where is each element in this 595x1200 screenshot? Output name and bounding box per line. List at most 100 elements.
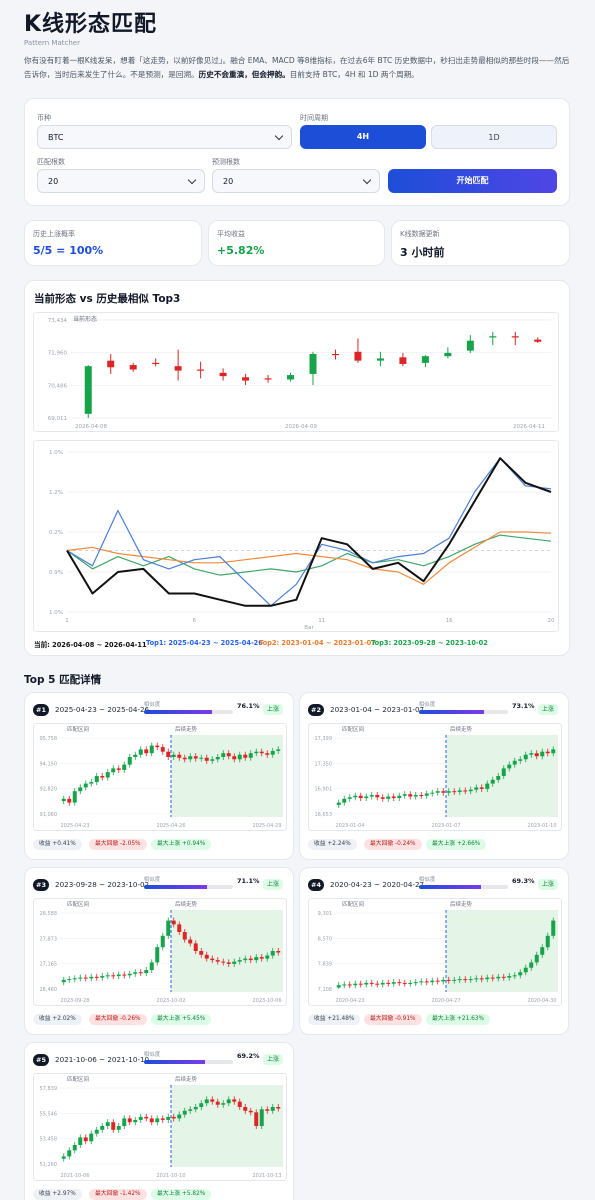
mini-candle-body [551, 749, 556, 754]
mini-candle-body [133, 972, 138, 974]
mini-candle-body [413, 982, 418, 984]
mini-ytick: 57,839 [40, 1086, 58, 1092]
mini-candle-body [518, 972, 523, 976]
mini-candle-body [188, 756, 193, 760]
candle-chart-title: 当前形态 [73, 315, 97, 323]
chevron-down-icon [187, 175, 197, 185]
rank-badge: #2 [308, 704, 324, 716]
mini-candle-body [215, 1101, 220, 1105]
symbol-select[interactable]: BTC [37, 125, 292, 149]
mini-candle-body [336, 985, 341, 988]
candle-body [466, 340, 474, 351]
period-label: 时间周期 [300, 114, 328, 122]
match-card[interactable]: #2 2023-01-04 ~ 2023-01-07 相似度 73.1% 上涨 … [299, 692, 569, 860]
predict-count-select[interactable]: 20 [212, 169, 380, 193]
mini-candle-body [358, 983, 363, 985]
mini-candle-body [545, 751, 550, 754]
mini-candle-body [149, 962, 154, 970]
legend-current: 当前: 2026-04-08 ~ 2026-04-11 [34, 641, 147, 649]
mini-candle-body [122, 974, 127, 976]
mini-candle-body [501, 976, 506, 978]
trend-badge: 上涨 [263, 879, 284, 890]
mini-candle-body [83, 783, 88, 788]
start-match-button[interactable]: 开始匹配 [388, 169, 557, 193]
mini-candle-body [116, 1126, 121, 1130]
mini-candle-body [138, 749, 143, 755]
similarity-bar [143, 885, 233, 889]
candle-body [107, 360, 115, 368]
period-4h-button[interactable]: 4H [300, 125, 426, 149]
mini-candle-body [545, 935, 550, 948]
mini-candle-body [369, 795, 374, 797]
intro-text: 你有没有盯着一根K线发呆，想着「这走势，以前好像见过」。融合 EMA、MACD … [24, 54, 576, 82]
mini-candle-body [468, 789, 473, 792]
match-card[interactable]: #3 2023-09-28 ~ 2023-10-02 相似度 71.1% 上涨 … [24, 867, 294, 1035]
mini-candle-body [364, 796, 369, 799]
mini-candle-body [199, 1103, 204, 1107]
mini-candle-body [138, 1116, 143, 1120]
mini-candle-body [512, 760, 517, 765]
drawdown-pill: 最大回撤 -0.24% [364, 839, 422, 850]
candle-frame [33, 312, 559, 432]
match-range: 2025-04-23 ~ 2025-04-26 [55, 705, 150, 714]
rank-badge: #3 [33, 879, 49, 891]
compare-title: 当前形态 vs 历史最相似 Top3 [34, 293, 181, 305]
mini-candle-body [210, 759, 215, 761]
mini-candle-body [452, 791, 457, 793]
mini-candle-body [479, 978, 484, 980]
mini-candle-body [375, 983, 380, 985]
mini-candle-body [259, 957, 264, 959]
follow-zone [171, 910, 283, 992]
similarity-bar-fill [418, 710, 484, 714]
similarity-bar [143, 1060, 233, 1064]
mini-xtick: 2021-10-06 [60, 1173, 89, 1179]
match-mini-chart: 匹配区间 后续走势95,75894,15092,82091,0602025-04-… [33, 723, 287, 831]
trend-badge: 上涨 [538, 879, 559, 890]
mini-candle-body [490, 977, 495, 979]
mini-candle-body [111, 1122, 116, 1130]
mini-candle-body [342, 798, 347, 803]
mini-candle-body [232, 756, 237, 760]
mini-candle-body [375, 795, 380, 798]
match-mini-chart: 匹配区间 后续走势17,39917,35016,90116,6532023-01-… [308, 723, 562, 831]
match-count-select[interactable]: 20 [37, 169, 205, 193]
mini-candle-body [215, 960, 220, 962]
mini-ytick: 92,820 [40, 787, 58, 793]
mini-candle-body [540, 751, 545, 757]
match-card[interactable]: #1 2025-04-23 ~ 2025-04-26 相似度 76.1% 上涨 … [24, 692, 294, 860]
mini-candle-body [94, 976, 99, 978]
mini-candle-body [100, 976, 105, 978]
series-line-2 [66, 531, 552, 585]
mini-candle-body [380, 797, 385, 799]
similarity-label: 相似度 [143, 877, 161, 883]
mini-candle-body [78, 787, 83, 792]
mini-candle-body [270, 1107, 275, 1111]
period-1d-button[interactable]: 1D [431, 125, 557, 149]
match-count-value: 20 [48, 177, 59, 186]
mini-candle-body [105, 1122, 110, 1126]
mini-candle-body [276, 749, 281, 751]
zone-follow-label: 后续走势 [450, 900, 473, 908]
mini-candle-body [105, 975, 110, 977]
line-xtick: 20 [548, 618, 555, 624]
follow-zone [446, 910, 558, 992]
return-pill: 收益 +0.41% [33, 839, 82, 850]
match-card[interactable]: #5 2021-10-06 ~ 2021-10-10 相似度 69.2% 上涨 … [24, 1042, 294, 1200]
mini-candle-body [402, 794, 407, 796]
mini-candle-body [496, 776, 501, 780]
mini-candle-body [144, 749, 149, 754]
stat-avg-value: +5.82% [217, 244, 265, 257]
mini-candle-body [463, 790, 468, 792]
chevron-down-icon [362, 175, 372, 185]
mini-candle-body [463, 979, 468, 981]
mini-candle-body [171, 920, 176, 925]
mini-candle-body [457, 979, 462, 981]
max-up-pill: 最大上涨 +2.66% [426, 839, 487, 850]
mini-candle-body [89, 782, 94, 784]
mini-candle-body [94, 776, 99, 783]
mini-candle-body [67, 798, 72, 803]
mini-candle-body [237, 754, 242, 760]
mini-candle-body [61, 979, 66, 983]
mini-candle-body [529, 753, 534, 755]
match-card[interactable]: #4 2020-04-23 ~ 2020-04-27 相似度 69.3% 上涨 … [299, 867, 569, 1035]
